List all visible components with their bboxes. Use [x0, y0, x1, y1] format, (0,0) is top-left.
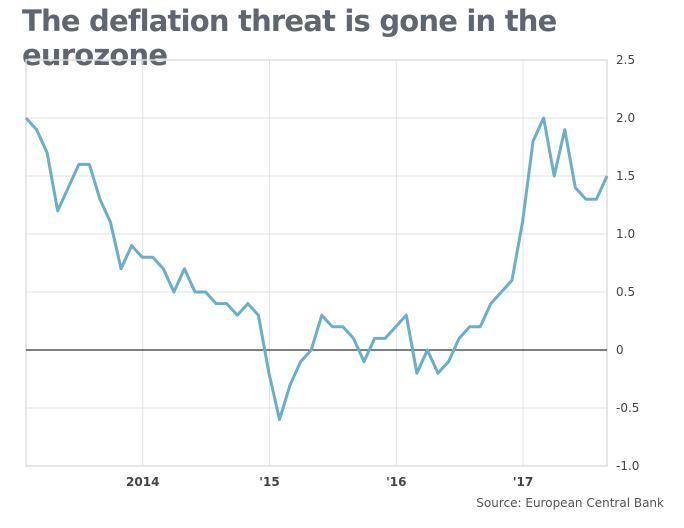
y-tick-label: 2.0: [616, 111, 635, 125]
y-tick-label: 0: [616, 343, 624, 357]
y-tick-label: -0.5: [616, 401, 639, 415]
y-tick-label: 0.5: [616, 285, 635, 299]
chart-title: The deflation threat is gone in the euro…: [22, 4, 557, 72]
x-tick-label: 2014: [126, 475, 159, 489]
y-tick-label: 1.5: [616, 169, 635, 183]
x-tick-label: '16: [386, 475, 406, 489]
y-tick-label: 2.5: [616, 53, 635, 67]
x-tick-label: '17: [513, 475, 533, 489]
source-note: Source: European Central Bank: [476, 496, 664, 510]
plot-frame: [25, 59, 608, 467]
x-tick-label: '15: [259, 475, 279, 489]
y-tick-label: 1.0: [616, 227, 635, 241]
series-line: [24, 116, 609, 422]
y-tick-label: -1.0: [616, 459, 639, 473]
